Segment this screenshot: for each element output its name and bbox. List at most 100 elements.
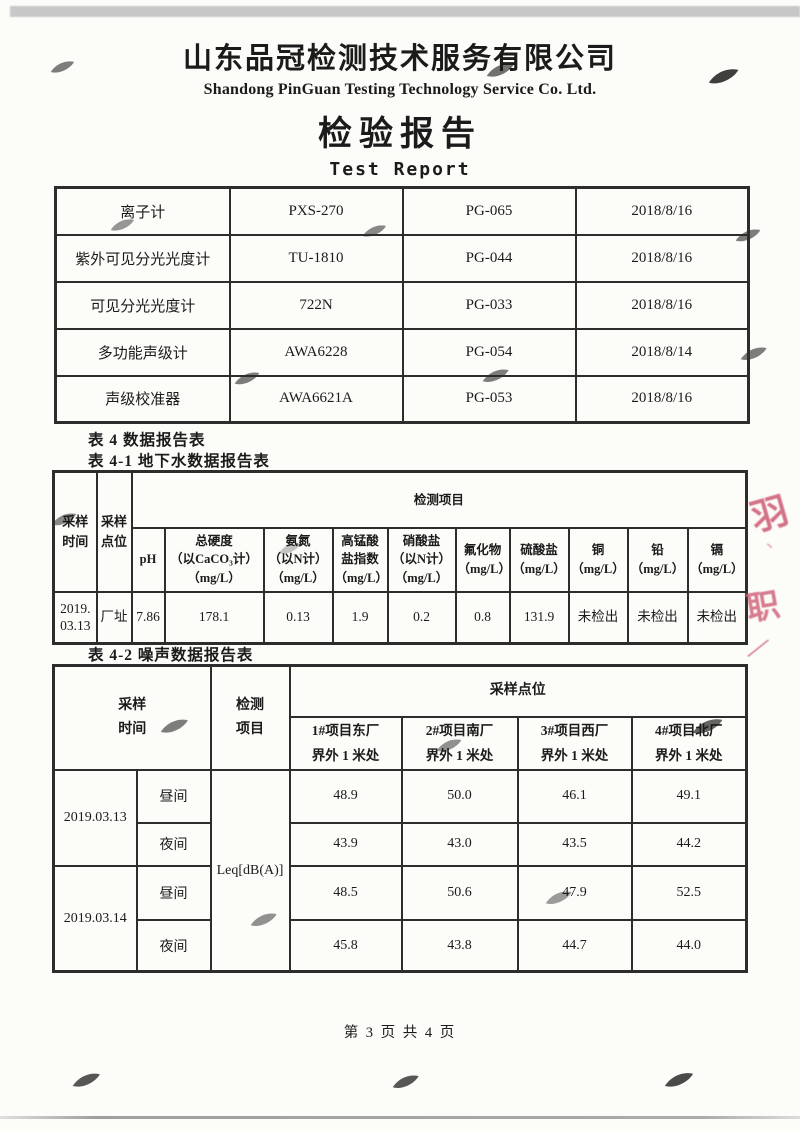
instrument-name: 紫外可见分光光度计 — [54, 233, 231, 283]
period-value: 昼间 — [135, 864, 212, 921]
seal-glyph: 羽 — [746, 490, 794, 541]
scan-artifact-top-band — [10, 6, 800, 17]
sampling-point-header: 采样点位 — [288, 664, 748, 718]
column-header-lead: 铅 （mg/L） — [626, 526, 689, 593]
instrument-row: 离子计 PXS-270 PG-065 2018/8/16 — [54, 186, 750, 236]
instrument-table: 离子计 PXS-270 PG-065 2018/8/16 紫外可见分光光度计 T… — [54, 186, 750, 424]
noise-data-row: 2019.03.13 昼间 Leq[dB(A)] 48.9 50.0 46.1 … — [52, 768, 748, 973]
column-header-cadmium: 镉 （mg/L） — [686, 526, 748, 593]
noise-data-row: 2019.03.14 昼间 48.5 50.6 47.9 52.5 — [52, 864, 748, 973]
instrument-date: 2018/8/16 — [574, 280, 750, 330]
instrument-code: PG-065 — [401, 186, 577, 236]
instrument-row: 紫外可见分光光度计 TU-1810 PG-044 2018/8/16 — [54, 233, 750, 283]
noise-value: 44.2 — [630, 821, 748, 867]
noise-value: 45.8 — [288, 918, 403, 973]
column-header-hardness: 总硬度 （以CaCO₃计） （mg/L） — [163, 526, 265, 593]
value-hardness: 178.1 — [163, 590, 265, 645]
instrument-code: PG-053 — [401, 374, 577, 424]
point-header-south: 2#项目南厂 界外 1 米处 — [400, 715, 519, 771]
value-fluoride: 0.8 — [454, 590, 511, 645]
leaf-logo-watermark — [392, 1037, 432, 1088]
instrument-row: 可见分光光度计 722N PG-033 2018/8/16 — [54, 280, 750, 330]
value-ph: 7.86 — [130, 590, 166, 645]
page-number: 第 3 页 共 4 页 — [343, 1025, 457, 1041]
period-value: 昼间 — [135, 768, 212, 824]
seal-glyph: 职 — [743, 587, 783, 629]
noise-value: 43.8 — [400, 918, 519, 973]
noise-value: 44.7 — [516, 918, 633, 973]
noise-value: 52.5 — [630, 864, 748, 921]
instrument-row: 多功能声级计 AWA6228 PG-054 2018/8/14 — [54, 327, 750, 377]
instrument-model: TU-1810 — [228, 233, 404, 283]
instrument-date: 2018/8/16 — [574, 233, 750, 283]
groundwater-header-row: 采样 时间 采样 点位 检测项目 — [52, 470, 748, 593]
date-value: 2019.03.13 — [52, 768, 138, 867]
groundwater-data-row: 2019. 03.13 厂址 7.86 178.1 0.13 1.9 0.2 0… — [52, 590, 748, 645]
scan-artifact-bottom-line — [0, 1116, 800, 1119]
red-seal-fragment: 羽 丶 职 ╱ — [742, 478, 800, 678]
report-title-cn: 检验报告 — [318, 116, 482, 153]
instrument-code: PG-044 — [401, 233, 577, 283]
column-header-nitrate: 硝酸盐 （以N计） （mg/L） — [386, 526, 457, 593]
noise-value: 46.1 — [516, 768, 633, 824]
groundwater-subheader-row: pH 总硬度 （以CaCO₃计） （mg/L） 氨氮 （以N计） （mg/L） … — [54, 526, 748, 593]
noise-subheader-row: 1#项目东厂 界外 1 米处 2#项目南厂 界外 1 米处 3#项目西厂 界外 … — [54, 715, 748, 771]
value-nitrate: 0.2 — [386, 590, 457, 645]
value-copper: 未检出 — [567, 590, 629, 645]
noise-header-row: 采样 时间 检测 项目 采样点位 — [52, 664, 748, 771]
seal-glyph: ╱ — [747, 636, 768, 662]
company-name-cn: 山东品冠检测技术服务有限公司 — [182, 43, 617, 75]
noise-table: 采样 时间 检测 项目 采样点位 1#项目东厂 界外 1 米处 2#项目南厂 界… — [52, 664, 748, 974]
point-header-north: 4#项目北厂 界外 1 米处 — [630, 715, 748, 771]
table4-1-caption: 表 4-1 地下水数据报告表 — [88, 453, 270, 470]
value-permanganate: 1.9 — [331, 590, 389, 645]
noise-value: 47.9 — [516, 864, 633, 921]
company-name-en: Shandong PinGuan Testing Technology Serv… — [203, 81, 597, 98]
seal-glyph: 丶 — [764, 541, 775, 553]
sampling-time-header: 采样 时间 — [52, 664, 212, 771]
instrument-date: 2018/8/14 — [574, 327, 750, 377]
column-header-sulfate: 硫酸盐 （mg/L） — [508, 526, 570, 593]
point-header-east: 1#项目东厂 界外 1 米处 — [288, 715, 403, 771]
instrument-date: 2018/8/16 — [574, 374, 750, 424]
instrument-code: PG-033 — [401, 280, 577, 330]
instrument-model: 722N — [228, 280, 404, 330]
instrument-date: 2018/8/16 — [574, 186, 750, 236]
instrument-model: AWA6621A — [228, 374, 404, 424]
instrument-name: 多功能声级计 — [54, 327, 231, 377]
noise-value: 49.1 — [630, 768, 748, 824]
point-header-west: 3#项目西厂 界外 1 米处 — [516, 715, 633, 771]
noise-value: 48.9 — [288, 768, 403, 824]
date-value: 2019.03.14 — [52, 864, 138, 973]
sampling-point-value: 厂址 — [95, 590, 133, 645]
noise-value: 50.0 — [400, 768, 519, 824]
instrument-name: 可见分光光度计 — [54, 280, 231, 330]
test-items-header: 检测项目 — [130, 470, 748, 529]
test-item-header: 检测 项目 — [209, 664, 291, 771]
instrument-model: PXS-270 — [228, 186, 404, 236]
period-value: 夜间 — [135, 918, 212, 973]
instrument-name: 离子计 — [54, 186, 231, 236]
value-sulfate: 131.9 — [508, 590, 570, 645]
column-header-permanganate: 高锰酸 盐指数 （mg/L） — [331, 526, 389, 593]
instrument-row: 声级校准器 AWA6621A PG-053 2018/8/16 — [54, 374, 750, 424]
column-header-copper: 铜 （mg/L） — [567, 526, 629, 593]
noise-data-row: 夜间 43.9 43.0 43.5 44.2 — [54, 821, 748, 867]
noise-value: 43.9 — [288, 821, 403, 867]
noise-value: 43.5 — [516, 821, 633, 867]
instrument-code: PG-054 — [401, 327, 577, 377]
value-ammonia: 0.13 — [262, 590, 334, 645]
sampling-time-value: 2019. 03.13 — [52, 590, 98, 645]
instrument-model: AWA6228 — [228, 327, 404, 377]
test-item-value: Leq[dB(A)] — [209, 768, 291, 973]
column-header-ammonia: 氨氮 （以N计） （mg/L） — [262, 526, 334, 593]
sampling-point-header: 采样 点位 — [95, 470, 133, 593]
period-value: 夜间 — [135, 821, 212, 867]
noise-value: 43.0 — [400, 821, 519, 867]
noise-data-row: 夜间 45.8 43.8 44.7 44.0 — [54, 918, 748, 973]
column-header-ph: pH — [130, 526, 166, 593]
sampling-time-header: 采样 时间 — [52, 470, 98, 593]
value-cadmium: 未检出 — [686, 590, 748, 645]
table4-caption: 表 4 数据报告表 — [88, 432, 206, 449]
